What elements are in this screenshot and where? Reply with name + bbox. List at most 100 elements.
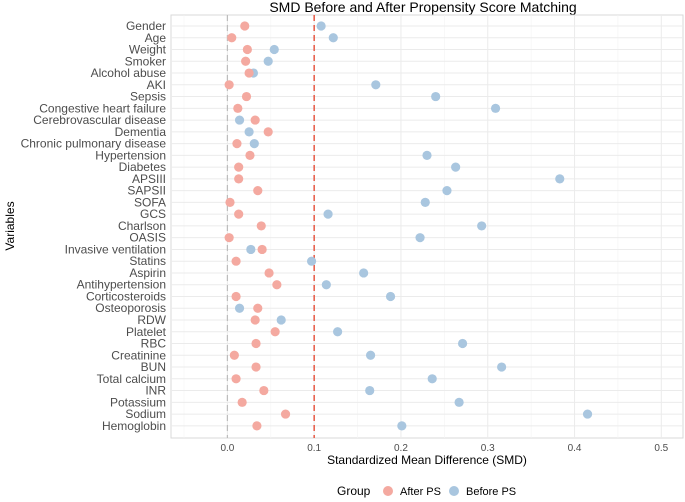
y-tick-label: AKI (147, 78, 166, 92)
point-after-ps (263, 127, 273, 137)
y-tick-label: Potassium (110, 395, 166, 409)
point-after-ps (251, 338, 261, 349)
x-tick-label: 0.3 (481, 443, 495, 454)
point-after-ps (250, 315, 260, 325)
point-before-ps (497, 362, 507, 372)
point-after-ps (231, 256, 241, 266)
point-before-ps (269, 44, 279, 55)
point-after-ps (229, 350, 239, 360)
point-after-ps (245, 150, 255, 160)
point-before-ps (276, 315, 286, 325)
point-before-ps (321, 280, 331, 290)
y-tick-label: Dementia (115, 125, 167, 139)
y-tick-label: Chronic pulmonary disease (21, 137, 167, 151)
legend-label-before-ps: Before PS (466, 486, 516, 498)
point-before-ps (415, 233, 425, 243)
y-tick-label: INR (145, 384, 166, 398)
point-after-ps (253, 303, 263, 313)
point-before-ps (365, 385, 375, 396)
point-before-ps (359, 268, 369, 278)
point-before-ps (490, 103, 501, 113)
point-after-ps (234, 162, 244, 172)
y-tick-label: Diabetes (119, 160, 166, 174)
point-after-ps (231, 374, 241, 384)
y-tick-label: Weight (129, 43, 167, 57)
y-tick-label: Statins (129, 254, 166, 268)
point-before-ps (246, 244, 256, 255)
legend: Group After PS Before PS (337, 484, 516, 498)
point-after-ps (240, 21, 250, 31)
point-before-ps (477, 221, 487, 231)
y-tick-label: Alcohol abuse (91, 66, 167, 80)
point-after-ps (257, 244, 267, 255)
grid-lines (171, 15, 683, 438)
legend-title: Group (337, 484, 371, 498)
point-before-ps (316, 21, 326, 31)
point-after-ps (251, 362, 261, 372)
x-tick-label: 0.1 (307, 443, 321, 454)
point-after-ps (224, 233, 234, 243)
y-tick-label: Cerebrovascular disease (33, 113, 166, 127)
y-tick-label: Charlson (118, 219, 166, 233)
point-before-ps (397, 421, 407, 431)
point-after-ps (272, 280, 282, 290)
point-after-ps (231, 291, 241, 302)
point-before-ps (442, 186, 452, 196)
legend-key-after-ps (383, 486, 393, 496)
y-tick-label: Gender (126, 19, 166, 33)
point-before-ps (422, 150, 432, 160)
point-before-ps (427, 374, 437, 384)
y-tick-label: BUN (141, 360, 166, 374)
point-before-ps (555, 174, 565, 184)
point-after-ps (225, 197, 235, 207)
point-before-ps (333, 327, 343, 337)
point-before-ps (457, 338, 468, 349)
point-after-ps (241, 91, 252, 102)
x-tick-label: 0.5 (654, 443, 668, 454)
point-after-ps (264, 268, 274, 278)
y-tick-label: Antihypertension (77, 278, 166, 292)
point-before-ps (323, 209, 333, 219)
y-axis-title: Variables (3, 201, 17, 250)
point-after-ps (280, 409, 291, 419)
x-tick-labels: 0.0 0.1 0.2 0.3 0.4 0.5 (220, 443, 668, 454)
point-after-ps (256, 221, 266, 231)
point-before-ps (234, 115, 245, 125)
point-before-ps (431, 91, 441, 102)
y-tick-label: SAPSII (127, 184, 166, 198)
x-tick-label: 0.4 (568, 443, 582, 454)
y-tick-label: Total calcium (97, 372, 166, 386)
data-points (224, 21, 593, 431)
legend-label-after-ps: After PS (400, 486, 441, 498)
plot-panel (170, 14, 684, 439)
y-tick-label: Sepsis (130, 90, 166, 104)
y-tick-label: Smoker (125, 54, 166, 68)
y-tick-label: Invasive ventilation (65, 242, 166, 256)
point-after-ps (242, 44, 252, 55)
y-tick-label: Hemoglobin (102, 419, 166, 433)
x-tick-label: 0.0 (220, 443, 234, 454)
point-after-ps (252, 421, 262, 431)
point-before-ps (244, 127, 254, 137)
point-after-ps (259, 385, 269, 396)
point-after-ps (234, 209, 244, 219)
legend-key-before-ps (449, 486, 459, 496)
point-after-ps (227, 33, 237, 43)
y-tick-label: GCS (140, 207, 166, 221)
point-after-ps (224, 80, 234, 90)
point-before-ps (420, 197, 430, 207)
y-tick-label: Sodium (125, 407, 166, 421)
y-tick-label: RBC (141, 337, 167, 351)
y-tick-label: Osteoporosis (95, 301, 166, 315)
point-after-ps (244, 68, 254, 78)
y-tick-label: Congestive heart failure (39, 101, 166, 115)
chart-title: SMD Before and After Propensity Score Ma… (269, 0, 576, 15)
y-tick-label: Aspirin (129, 266, 166, 280)
y-tick-label: APSIII (132, 172, 166, 186)
point-before-ps (234, 303, 245, 313)
point-before-ps (365, 350, 376, 360)
x-axis-title: Standardized Mean Difference (SMD) (327, 453, 527, 467)
point-before-ps (306, 256, 317, 266)
